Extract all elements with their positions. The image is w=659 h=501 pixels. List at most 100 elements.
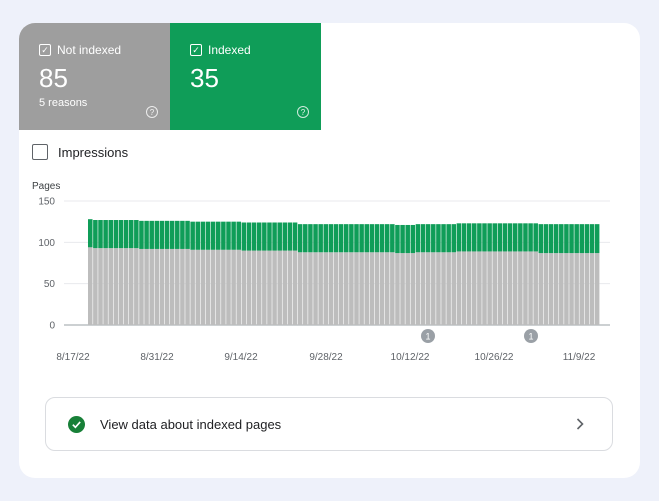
checkbox-unchecked-icon[interactable] — [32, 144, 48, 160]
bar-not-indexed — [533, 251, 538, 325]
bar-indexed — [441, 224, 446, 253]
bar-indexed — [256, 222, 262, 251]
indexed-header: ✓ Indexed — [190, 43, 251, 57]
x-tick-label: 8/17/22 — [56, 352, 90, 363]
summary-tiles: ✓ Not indexed 85 5 reasons ? ✓ Indexed 3… — [19, 23, 321, 130]
bar-indexed — [548, 224, 554, 254]
bar-not-indexed — [236, 249, 241, 325]
bar-not-indexed — [267, 250, 272, 325]
help-icon[interactable]: ? — [297, 106, 309, 118]
bar-not-indexed — [523, 251, 528, 325]
indexed-label: Indexed — [208, 43, 251, 57]
annotation-marker[interactable]: 1 — [421, 329, 435, 343]
not-indexed-count: 85 — [39, 63, 68, 93]
bar-not-indexed — [205, 249, 211, 325]
bar-not-indexed — [466, 251, 472, 325]
bar-not-indexed — [548, 253, 554, 325]
bar-not-indexed — [98, 248, 103, 325]
bar-not-indexed — [134, 248, 139, 325]
bar-indexed — [472, 223, 477, 252]
x-tick-label: 9/14/22 — [224, 352, 258, 363]
bar-not-indexed — [246, 250, 252, 325]
bar-indexed — [456, 223, 462, 252]
bar-indexed — [251, 222, 257, 251]
bar-not-indexed — [333, 252, 339, 325]
bar-not-indexed — [123, 248, 129, 325]
bar-not-indexed — [164, 248, 170, 325]
bar-indexed — [528, 223, 533, 252]
help-icon[interactable]: ? — [146, 106, 158, 118]
bar-indexed — [533, 223, 538, 252]
bar-not-indexed — [446, 252, 451, 325]
bar-not-indexed — [441, 252, 446, 325]
bar-not-indexed — [436, 252, 441, 325]
bar-not-indexed — [425, 252, 431, 325]
bar-not-indexed — [482, 251, 487, 325]
bar-not-indexed — [374, 252, 380, 325]
bar-indexed — [369, 224, 375, 253]
bar-indexed — [395, 224, 400, 254]
bar-not-indexed — [359, 252, 364, 325]
bar-not-indexed — [354, 252, 359, 325]
bar-indexed — [589, 224, 595, 254]
bar-not-indexed — [400, 253, 405, 325]
bar-not-indexed — [282, 250, 288, 325]
bar-not-indexed — [338, 252, 344, 325]
indexed-tile[interactable]: ✓ Indexed 35 ? — [170, 23, 321, 130]
bar-not-indexed — [344, 252, 349, 325]
bar-indexed — [292, 222, 298, 251]
y-tick-label: 150 — [38, 197, 55, 208]
view-indexed-pages-label: View data about indexed pages — [100, 416, 282, 432]
bar-indexed — [272, 222, 277, 251]
bar-indexed — [559, 224, 564, 254]
bar-indexed — [564, 224, 569, 254]
x-tick-label: 8/31/22 — [140, 352, 174, 363]
x-tick-label: 11/9/22 — [563, 352, 596, 363]
bar-indexed — [98, 220, 103, 249]
checkbox-checked-icon[interactable]: ✓ — [39, 44, 51, 56]
bar-indexed — [425, 224, 431, 253]
x-tick-label: 9/28/22 — [309, 352, 343, 363]
bar-indexed — [216, 221, 221, 250]
bar-indexed — [518, 223, 523, 252]
bar-not-indexed — [262, 250, 267, 325]
bar-indexed — [226, 221, 231, 250]
bar-not-indexed — [318, 252, 323, 325]
view-indexed-pages-link[interactable]: View data about indexed pages — [45, 397, 613, 451]
bar-indexed — [492, 223, 497, 252]
bar-indexed — [405, 224, 410, 254]
bar-not-indexed — [477, 251, 482, 325]
bar-indexed — [512, 223, 518, 252]
annotation-marker[interactable]: 1 — [524, 329, 538, 343]
not-indexed-tile[interactable]: ✓ Not indexed 85 5 reasons ? — [19, 23, 170, 130]
bar-not-indexed — [108, 248, 113, 325]
bar-indexed — [543, 224, 549, 254]
bar-not-indexed — [328, 252, 334, 325]
bar-not-indexed — [256, 250, 262, 325]
bar-not-indexed — [420, 252, 426, 325]
bar-not-indexed — [308, 252, 313, 325]
bar-not-indexed — [487, 251, 492, 325]
bar-not-indexed — [139, 248, 144, 325]
bar-indexed — [313, 224, 318, 253]
bar-not-indexed — [472, 251, 477, 325]
bar-not-indexed — [564, 253, 569, 325]
bar-indexed — [328, 224, 334, 253]
bar-indexed — [108, 220, 113, 249]
bar-indexed — [164, 220, 170, 249]
bar-indexed — [538, 224, 544, 254]
bar-indexed — [103, 220, 108, 249]
bar-indexed — [374, 224, 380, 253]
bar-indexed — [210, 221, 216, 250]
bar-not-indexed — [226, 249, 231, 325]
bar-not-indexed — [210, 249, 216, 325]
impressions-toggle[interactable]: Impressions — [32, 144, 128, 160]
bar-indexed — [175, 220, 180, 249]
bar-indexed — [205, 221, 211, 250]
checkbox-checked-icon[interactable]: ✓ — [190, 44, 202, 56]
bar-indexed — [354, 224, 359, 253]
bar-indexed — [487, 223, 492, 252]
bar-not-indexed — [88, 247, 93, 325]
bar-indexed — [169, 220, 175, 249]
bar-indexed — [507, 223, 513, 252]
